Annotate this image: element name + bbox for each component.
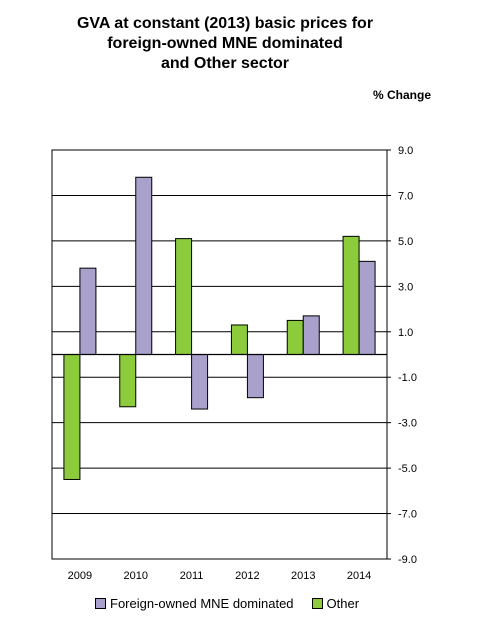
legend-swatch-foreign-owned (95, 598, 106, 609)
legend: Foreign-owned MNE dominated Other (95, 596, 377, 611)
legend-label-other: Other (326, 596, 360, 611)
category-label: 2014 (347, 570, 371, 582)
chart-title: GVA at constant (2013) basic prices for … (0, 14, 450, 74)
bar-other-2009 (63, 354, 81, 480)
chart-title-line-2: foreign-owned MNE dominated (107, 35, 343, 52)
chart-title-line-1: GVA at constant (2013) basic prices for (76, 15, 374, 32)
y-tick-labels: 9.0 7.0 5.0 3.0 1.0 -1.0 -3.0 -5.0 -7.0 -9.0 (398, 145, 417, 566)
y-tick-label: 5.0 (398, 236, 413, 248)
bar-foreign-owned-2010 (135, 176, 153, 355)
bar-foreign-owned-2009 (79, 267, 97, 355)
category-label: 2011 (180, 570, 204, 582)
legend-item-other: Other (311, 596, 360, 611)
y-tick-label: 3.0 (398, 281, 413, 293)
chart-title-line-3: and Other sector (160, 55, 290, 72)
y-tick-label: -5.0 (398, 463, 417, 475)
bar-foreign-owned-2013 (302, 315, 320, 355)
unit-label: % Change (372, 88, 431, 102)
category-label: 2010 (124, 570, 148, 582)
y-tick-label: 1.0 (398, 327, 413, 339)
axes (51, 149, 391, 560)
bar-other-2012 (230, 324, 248, 356)
category-label: 2009 (68, 570, 92, 582)
bar-foreign-owned-2014 (358, 260, 376, 356)
bar-other-2010 (119, 354, 137, 408)
bar-foreign-owned-2012 (246, 354, 264, 399)
bars (63, 176, 376, 480)
y-tick-label: -9.0 (398, 554, 417, 566)
bar-foreign-owned-2011 (191, 354, 209, 410)
bar-other-2013 (286, 319, 304, 355)
legend-label-foreign-owned: Foreign-owned MNE dominated (110, 596, 294, 611)
category-label: 2013 (291, 570, 315, 582)
bar-other-2014 (342, 235, 360, 356)
y-tick-label: -3.0 (398, 418, 417, 430)
y-tick-label: 9.0 (398, 145, 413, 157)
category-label: 2012 (235, 570, 259, 582)
legend-swatch-other (311, 598, 323, 609)
category-labels: 2009 2010 2011 2012 2013 2014 (68, 570, 372, 582)
y-tick-label: -7.0 (398, 509, 417, 521)
y-tick-label: -1.0 (398, 372, 417, 384)
y-tick-label: 7.0 (398, 190, 413, 202)
bar-other-2011 (175, 238, 193, 355)
legend-item-foreign-owned: Foreign-owned MNE dominated (95, 596, 294, 611)
